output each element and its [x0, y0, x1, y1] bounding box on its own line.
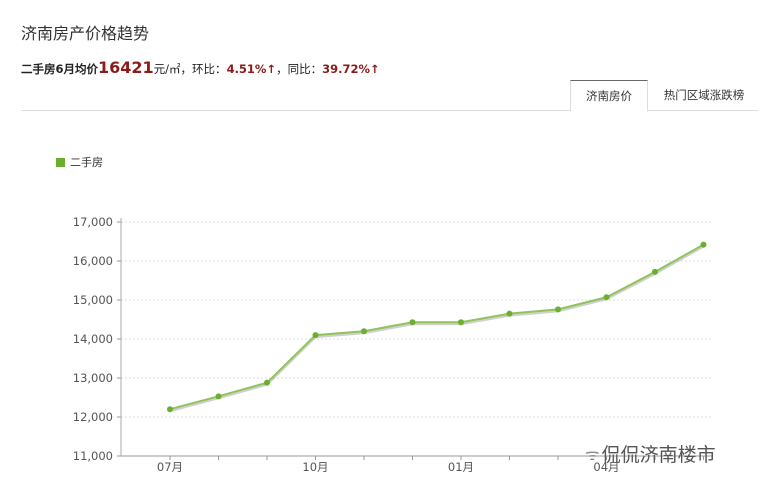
- data-point: [167, 406, 173, 413]
- series-line-shadow: [169, 244, 705, 413]
- summary-sep: ，同比：: [276, 62, 323, 76]
- y-tick-label: 17,000: [73, 215, 113, 229]
- wechat-icon: ᯤ: [585, 444, 600, 464]
- yoy-change: 39.72%↑: [322, 62, 380, 76]
- page-title: 济南房产价格趋势: [21, 24, 150, 43]
- mom-change: 4.51%↑: [226, 62, 277, 76]
- tab-divider: [21, 110, 758, 111]
- data-point: [215, 393, 222, 400]
- series-line: [169, 243, 704, 411]
- tab-hot-districts[interactable]: 热门区域涨跌榜: [663, 88, 745, 102]
- watermark: ᯤ 侃侃济南楼市: [585, 440, 716, 467]
- y-tick-label: 16,000: [73, 254, 113, 268]
- y-tick-label: 13,000: [73, 371, 113, 385]
- price-summary: 二手房6月均价16421元/㎡，环比：4.51%↑，同比：39.72%↑: [21, 58, 380, 77]
- data-point: [264, 379, 270, 386]
- legend-label: 二手房: [70, 156, 103, 169]
- y-tick-label: 12,000: [73, 410, 113, 424]
- watermark-text: 侃侃济南楼市: [601, 444, 716, 466]
- data-point: [700, 241, 707, 248]
- x-tick-label: 04月: [593, 460, 619, 474]
- y-tick-label: 15,000: [73, 293, 113, 307]
- data-point: [603, 294, 610, 301]
- summary-unit: 元/㎡，环比：: [153, 62, 227, 76]
- data-point: [458, 319, 464, 326]
- y-tick-label: 14,000: [73, 332, 113, 346]
- average-price: 16421: [98, 58, 154, 77]
- data-point: [361, 328, 367, 335]
- data-point: [555, 306, 561, 313]
- tab-jinan-price[interactable]: 济南房价: [570, 80, 648, 112]
- summary-label: 二手房6月均价: [21, 62, 99, 76]
- data-point: [652, 268, 658, 275]
- x-tick-label: 07月: [157, 460, 183, 474]
- legend-swatch: [56, 157, 65, 167]
- x-tick-label: 01月: [448, 460, 474, 474]
- data-point: [312, 332, 319, 339]
- data-point: [409, 319, 416, 326]
- data-point: [506, 310, 513, 317]
- chart-legend[interactable]: 二手房: [56, 154, 103, 170]
- y-tick-label: 11,000: [73, 449, 113, 463]
- x-tick-label: 10月: [302, 460, 328, 474]
